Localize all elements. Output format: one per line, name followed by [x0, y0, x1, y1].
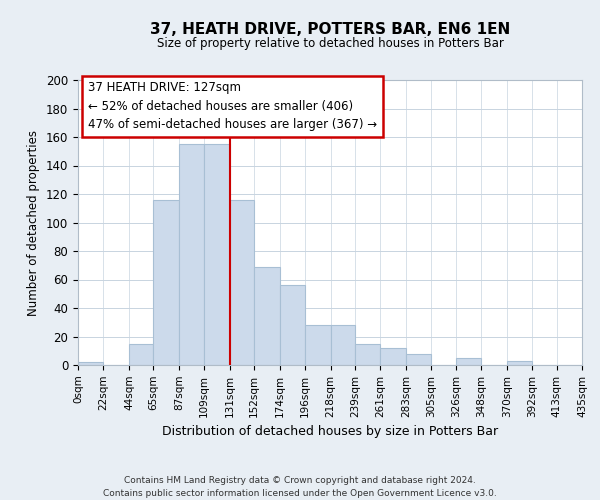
Bar — [179, 144, 204, 365]
Bar — [204, 144, 230, 365]
Bar — [154, 200, 179, 365]
Bar — [406, 354, 431, 365]
Text: 37 HEATH DRIVE: 127sqm
← 52% of detached houses are smaller (406)
47% of semi-de: 37 HEATH DRIVE: 127sqm ← 52% of detached… — [88, 82, 377, 132]
Bar — [380, 348, 406, 365]
Bar — [305, 325, 331, 365]
Bar — [78, 362, 103, 365]
Bar — [456, 358, 481, 365]
X-axis label: Distribution of detached houses by size in Potters Bar: Distribution of detached houses by size … — [162, 425, 498, 438]
Text: 37, HEATH DRIVE, POTTERS BAR, EN6 1EN: 37, HEATH DRIVE, POTTERS BAR, EN6 1EN — [150, 22, 510, 38]
Bar — [129, 344, 154, 365]
Bar — [506, 360, 532, 365]
Text: Size of property relative to detached houses in Potters Bar: Size of property relative to detached ho… — [157, 38, 503, 51]
Bar — [254, 266, 280, 365]
Bar — [230, 200, 254, 365]
Bar — [355, 344, 380, 365]
Y-axis label: Number of detached properties: Number of detached properties — [28, 130, 40, 316]
Bar — [280, 285, 305, 365]
Bar — [331, 325, 355, 365]
Text: Contains HM Land Registry data © Crown copyright and database right 2024.
Contai: Contains HM Land Registry data © Crown c… — [103, 476, 497, 498]
